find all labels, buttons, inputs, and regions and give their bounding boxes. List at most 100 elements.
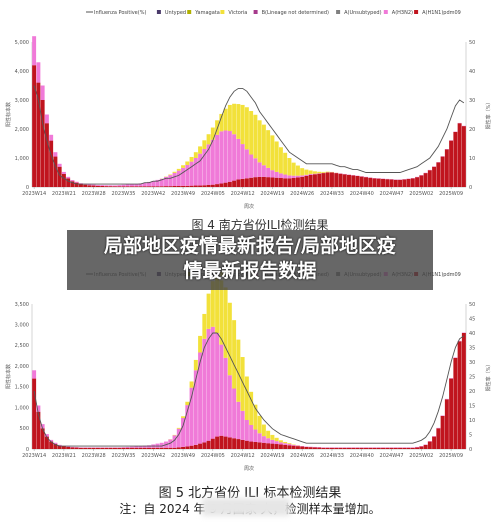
bar-segment xyxy=(176,428,181,448)
y-tick-label: 2,000 xyxy=(15,127,29,133)
bar-segment xyxy=(236,179,241,187)
bar-segment xyxy=(274,444,279,449)
x-tick-label: 2024W05 xyxy=(201,453,225,459)
bar-segment xyxy=(172,172,177,186)
bar-segment xyxy=(295,175,300,178)
bar-segment xyxy=(181,165,186,168)
bar-segment xyxy=(215,436,220,449)
bar-segment xyxy=(66,446,71,449)
bar-segment xyxy=(112,186,117,187)
bar-segment xyxy=(227,375,232,438)
bar-segment xyxy=(151,181,156,187)
bar-segment xyxy=(223,130,228,183)
bar-segment xyxy=(261,442,266,449)
bar-segment xyxy=(121,447,126,448)
bar-segment xyxy=(261,124,266,166)
bar-segment xyxy=(278,147,283,174)
bar-segment xyxy=(249,424,254,442)
bar-segment xyxy=(253,177,258,187)
bar-segment xyxy=(240,410,245,440)
bar-segment xyxy=(402,447,407,449)
y2-tick-label: 0 xyxy=(469,185,472,191)
y2-tick-label: 20 xyxy=(469,127,475,133)
bar-segment xyxy=(202,140,207,150)
bar-segment xyxy=(49,140,54,187)
bar-segment xyxy=(193,359,198,371)
bar-segment xyxy=(444,149,449,187)
bar-segment xyxy=(219,131,224,184)
x-tick-label: 2025W02 xyxy=(409,453,433,459)
x-tick-label: 2023W35 xyxy=(111,453,135,459)
bar-segment xyxy=(427,441,432,449)
bar-segment xyxy=(210,184,215,187)
legend-label: A(H1N1)pdm09 xyxy=(422,272,461,278)
bar-segment xyxy=(142,186,147,187)
bar-segment xyxy=(181,417,186,447)
bar-segment xyxy=(189,387,194,446)
bar-segment xyxy=(244,440,249,449)
bar-segment xyxy=(215,184,220,187)
bar-segment xyxy=(266,438,271,444)
bar-segment xyxy=(278,178,283,187)
bar-segment xyxy=(91,447,96,449)
positive-rate-line xyxy=(33,85,465,185)
chart-bottom: Influenza Positive(%)UntypedYamagataVict… xyxy=(5,272,492,472)
bar-segment xyxy=(66,178,71,187)
bar-segment xyxy=(325,171,330,173)
y2-tick-label: 30 xyxy=(469,360,475,366)
bar-segment xyxy=(376,178,381,187)
bar-segment xyxy=(95,185,100,187)
bar-segment xyxy=(104,447,109,449)
bar-segment xyxy=(274,441,279,445)
bar-segment xyxy=(125,446,130,448)
bar-segment xyxy=(78,184,83,187)
x-tick-label: 2025W02 xyxy=(409,191,433,197)
bar-segment xyxy=(419,175,424,187)
bar-segment xyxy=(232,388,237,439)
x-tick-label: 2023W28 xyxy=(82,453,106,459)
bar-segment xyxy=(312,173,317,175)
legend-label: Victoria xyxy=(228,10,247,16)
x-tick-label: 2025W09 xyxy=(439,191,463,197)
bar-segment xyxy=(283,441,288,444)
bar-segment xyxy=(74,447,79,449)
bar-segment xyxy=(278,442,283,445)
bar-segment xyxy=(108,186,113,187)
bar-segment xyxy=(329,447,334,449)
bar-segment xyxy=(312,174,317,187)
bar-segment xyxy=(40,424,45,429)
bar-segment xyxy=(227,181,232,187)
bar-segment xyxy=(32,65,37,187)
bar-segment xyxy=(440,415,445,449)
bar-segment xyxy=(36,411,41,449)
y2-tick-label: 45 xyxy=(469,316,475,322)
bar-segment xyxy=(61,446,66,449)
bar-segment xyxy=(176,185,181,187)
bar-segment xyxy=(155,186,160,187)
bar-segment xyxy=(172,435,177,448)
bar-segment xyxy=(227,104,232,132)
bar-segment xyxy=(210,139,215,185)
legend-swatch xyxy=(383,10,388,14)
x-tick-label: 2024W12 xyxy=(231,453,255,459)
chart-top: Influenza Positive(%) Untyped Yamagata Vict… xyxy=(5,10,492,210)
bar-segment xyxy=(83,184,88,187)
bar-segment xyxy=(389,447,394,449)
bar-segment xyxy=(176,427,181,429)
y-axis-title: 阳性标本数 xyxy=(5,364,12,389)
bar-segment xyxy=(232,103,237,135)
bar-segment xyxy=(347,174,351,187)
bar-segment xyxy=(40,85,45,100)
y2-tick-label: 35 xyxy=(469,345,475,351)
x-tick-label: 2024W33 xyxy=(320,453,344,459)
bar-segment xyxy=(198,185,203,187)
bar-segment xyxy=(240,178,245,187)
bar-segment xyxy=(304,446,309,449)
bar-segment xyxy=(219,435,224,449)
bar-segment xyxy=(253,441,258,449)
bar-segment xyxy=(36,405,41,412)
bar-segment xyxy=(291,175,296,179)
y2-tick-label: 50 xyxy=(469,302,475,308)
bar-segment xyxy=(176,168,181,171)
bar-segment xyxy=(198,146,203,154)
